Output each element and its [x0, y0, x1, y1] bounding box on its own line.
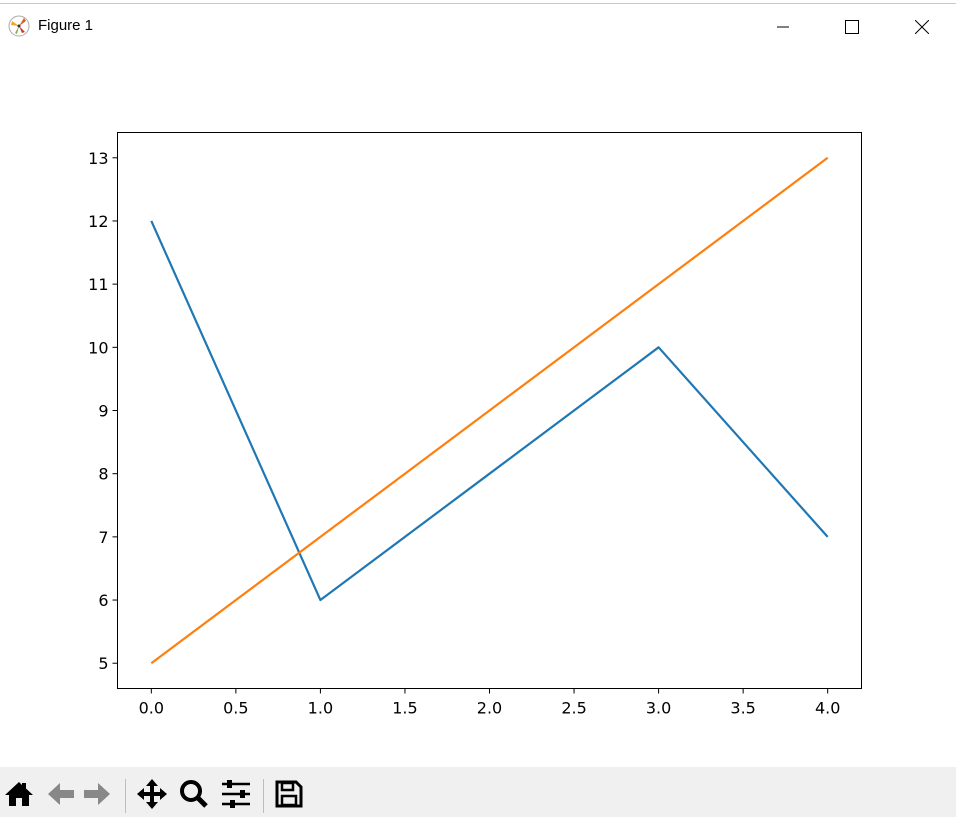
back-button[interactable] [44, 777, 78, 811]
y-tick-label: 6 [98, 591, 108, 610]
x-tick-label: 3.5 [730, 699, 755, 718]
toolbar-separator [263, 779, 264, 813]
y-tick-label: 9 [98, 402, 108, 421]
x-tick-label: 0.0 [139, 699, 164, 718]
sliders-icon [222, 780, 250, 808]
move-icon [137, 779, 167, 809]
arrow-left-icon [48, 783, 74, 805]
title-bar[interactable]: Figure 1 [0, 4, 956, 46]
x-tick-label: 0.5 [223, 699, 248, 718]
x-tick-label: 1.0 [308, 699, 333, 718]
minimize-icon [777, 26, 789, 28]
zoom-button[interactable] [177, 777, 211, 811]
matplotlib-logo-icon [8, 15, 30, 37]
series-line-0 [150, 220, 829, 602]
window-title: Figure 1 [38, 17, 94, 34]
y-tick-label: 10 [88, 338, 108, 357]
x-tick-label: 1.5 [392, 699, 417, 718]
x-tick-label: 3.0 [646, 699, 671, 718]
y-tick-label: 7 [98, 528, 108, 547]
home-icon [5, 782, 33, 806]
y-tick-label: 8 [98, 465, 108, 484]
close-button[interactable] [899, 8, 945, 46]
x-tick-label: 4.0 [815, 699, 840, 718]
y-tick-label: 12 [88, 212, 108, 231]
close-icon [915, 20, 929, 34]
minimize-button[interactable] [760, 8, 806, 46]
configure-subplots-button[interactable] [219, 777, 253, 811]
line-chart[interactable]: 0.0 0.5 1.0 1.5 2.0 2.5 3.0 3.5 4.0 5 6 7 8 9 10 11 12 13 [0, 46, 956, 766]
x-tick-label: 2.5 [561, 699, 586, 718]
maximize-button[interactable] [829, 8, 875, 46]
magnifier-icon [180, 780, 208, 808]
background-window-edge [0, 0, 956, 4]
arrow-right-icon [84, 783, 110, 805]
y-tick-label: 13 [88, 149, 108, 168]
home-button[interactable] [2, 777, 36, 811]
series-line-1 [150, 156, 829, 665]
y-tick-label: 11 [88, 275, 108, 294]
save-button[interactable] [272, 777, 306, 811]
navigation-toolbar [0, 767, 956, 817]
y-tick-label: 5 [98, 654, 108, 673]
floppy-disk-icon [275, 780, 303, 808]
forward-button[interactable] [80, 777, 114, 811]
x-tick-label: 2.0 [477, 699, 502, 718]
pan-button[interactable] [135, 777, 169, 811]
axes-frame [117, 132, 862, 689]
maximize-icon [845, 20, 859, 34]
toolbar-separator [125, 779, 126, 813]
